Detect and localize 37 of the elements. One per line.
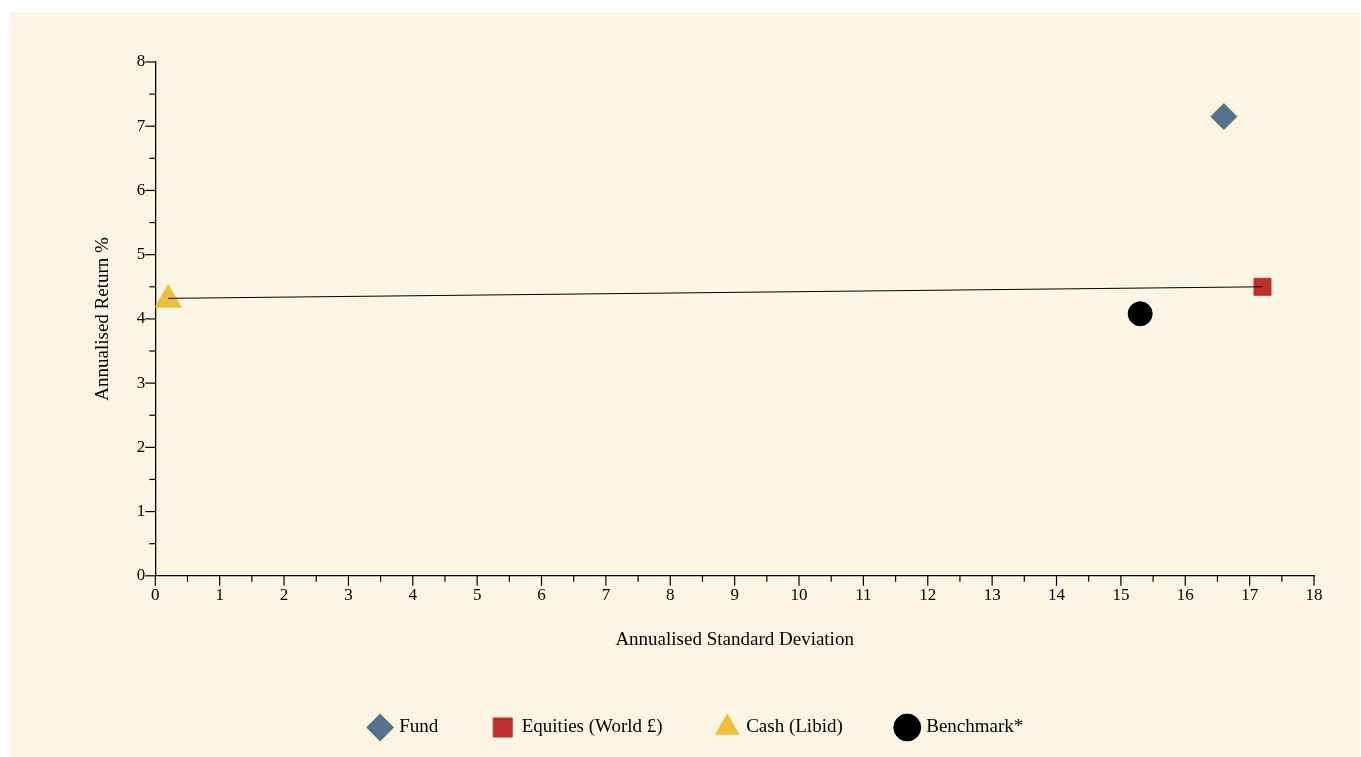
x-tick-label: 16 — [1176, 585, 1194, 605]
x-tick-label: 2 — [279, 585, 289, 605]
x-tick-label: 8 — [666, 585, 675, 605]
legend-label: Cash (Libid) — [746, 715, 843, 738]
x-tick-label: 5 — [472, 585, 482, 605]
x-tick-label: 0 — [151, 585, 160, 605]
y-tick-label: 4 — [136, 308, 146, 328]
x-tick-label: 17 — [1241, 585, 1259, 605]
point — [1210, 103, 1238, 131]
x-tick-label: 15 — [1112, 585, 1130, 605]
x-tick-label: 12 — [919, 585, 937, 605]
x-tick-label: 13 — [983, 585, 1001, 605]
y-axis-title: Annualised Return % — [91, 236, 113, 401]
x-tick-label: 7 — [601, 585, 611, 605]
x-tick-label: 18 — [1305, 585, 1323, 605]
y-tick-label: 2 — [136, 436, 146, 456]
y-tick-label: 7 — [136, 115, 146, 135]
x-tick-label: 6 — [537, 585, 546, 605]
y-tick-label: 3 — [136, 372, 146, 392]
y-tick-label: 0 — [136, 565, 146, 585]
x-tick-label: 1 — [215, 585, 224, 605]
x-tick-label: 10 — [790, 585, 808, 605]
legend-label: Benchmark* — [926, 715, 1024, 737]
legend-label: Equities (World £) — [521, 715, 663, 738]
x-tick-label: 4 — [408, 585, 418, 605]
x-tick-label: 14 — [1048, 585, 1066, 605]
x-tick-label: 3 — [344, 585, 353, 605]
legend-label: Fund — [399, 715, 439, 737]
point — [1127, 301, 1153, 327]
x-axis-title: Annualised Standard Deviation — [615, 627, 855, 649]
y-tick-label: 8 — [136, 51, 146, 71]
point — [1253, 277, 1272, 296]
y-tick-label: 5 — [136, 244, 146, 264]
y-tick-label: 1 — [136, 501, 146, 521]
y-tick-label: 6 — [136, 179, 146, 199]
x-tick-label: 11 — [855, 585, 872, 605]
x-tick-label: 9 — [730, 585, 739, 605]
